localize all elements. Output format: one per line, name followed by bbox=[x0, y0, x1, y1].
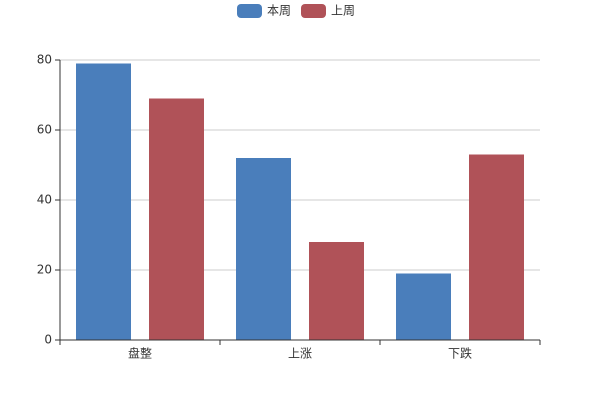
bar bbox=[469, 154, 524, 340]
bar bbox=[236, 158, 291, 340]
legend-label: 本周 bbox=[267, 4, 291, 18]
x-tick-label: 盘整 bbox=[128, 346, 152, 361]
x-tick-label: 下跌 bbox=[448, 346, 472, 361]
legend-swatch bbox=[237, 4, 262, 18]
bar bbox=[396, 273, 451, 340]
y-tick-label: 80 bbox=[37, 53, 52, 67]
y-tick-label: 40 bbox=[37, 193, 52, 207]
y-tick-label: 20 bbox=[37, 263, 52, 277]
x-tick-label: 上涨 bbox=[288, 346, 312, 361]
y-tick-label: 0 bbox=[44, 333, 52, 347]
bar bbox=[309, 242, 364, 340]
legend-swatch bbox=[301, 4, 326, 18]
bar bbox=[76, 63, 131, 340]
y-tick-label: 60 bbox=[37, 123, 52, 137]
legend-label: 上周 bbox=[331, 4, 355, 18]
bar bbox=[149, 98, 204, 340]
